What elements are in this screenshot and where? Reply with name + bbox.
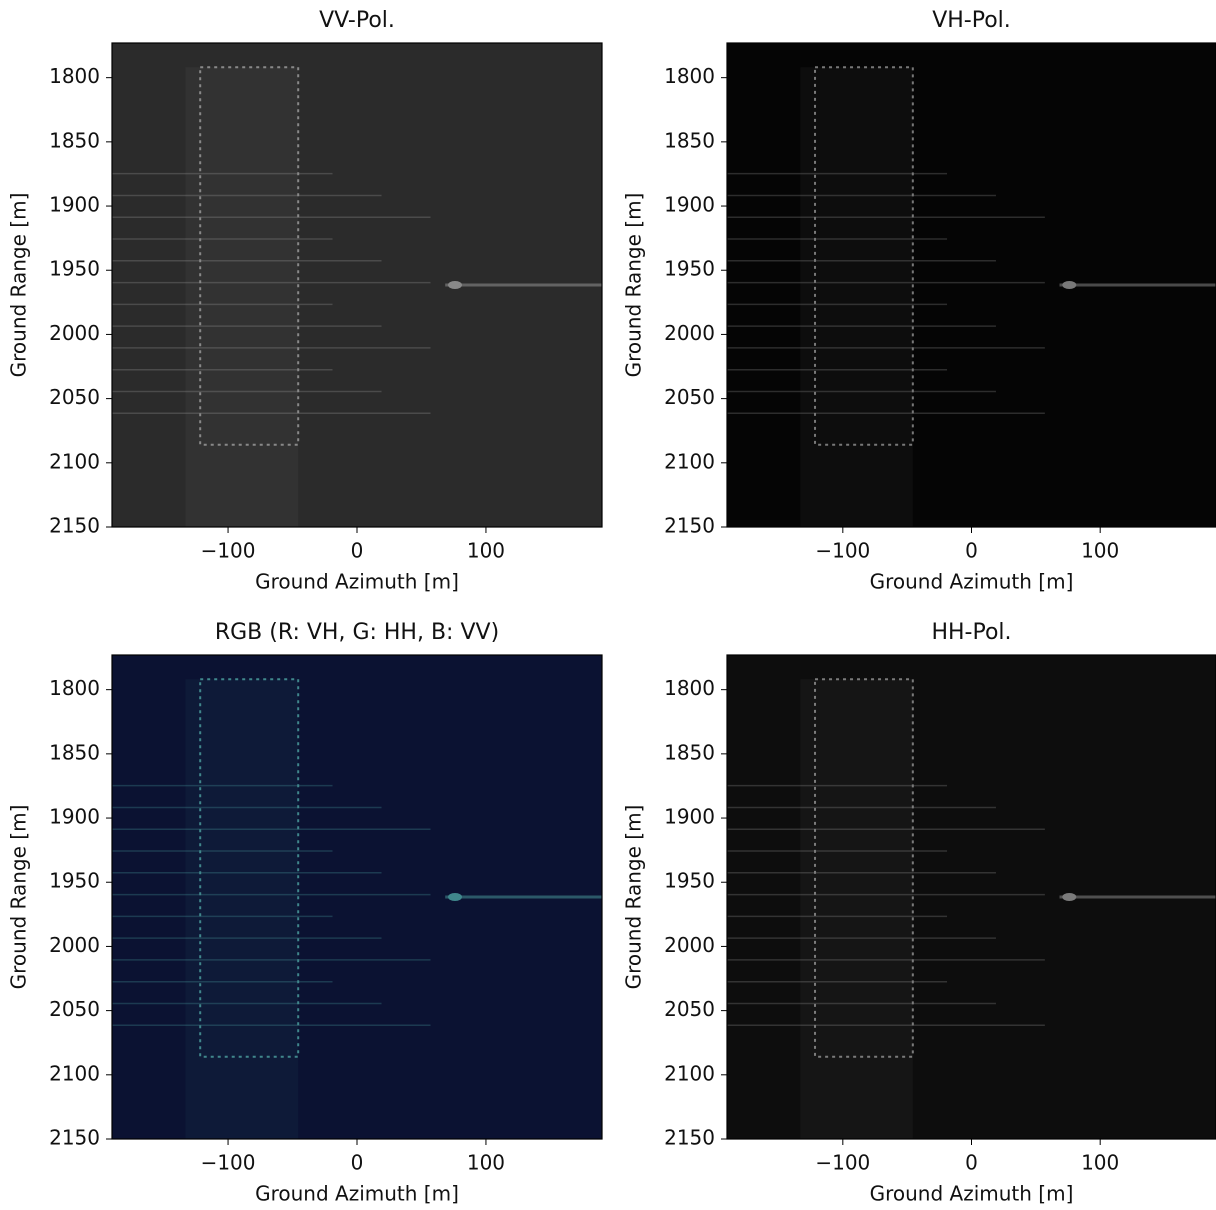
building-outline [199,678,300,1058]
building-shadow [185,67,299,527]
y-tick-label: 1900 [49,193,100,217]
x-tick-label: −100 [201,539,256,563]
y-tick-label: 1950 [49,257,100,281]
building-shadow [800,67,913,527]
y-tick-label: 1800 [664,676,715,700]
y-tick-label: 2000 [49,933,100,957]
y-tick-label: 2100 [664,449,715,473]
building-outline [199,66,300,446]
y-tick-label: 2000 [664,321,715,345]
y-tick-label: 2100 [664,1061,715,1085]
y-tick-label: 1850 [49,740,100,764]
image-area [112,655,602,1139]
y-axis-label: Ground Range [m] [622,805,646,990]
target [1062,281,1077,289]
image-area [727,43,1216,527]
target [448,281,462,289]
x-tick-label: 100 [1081,539,1119,563]
y-tick-label: 1800 [49,64,100,88]
y-tick-label: 1950 [664,257,715,281]
y-tick-label: 1850 [664,128,715,152]
y-tick-label: 2050 [664,997,715,1021]
y-axis-label: Ground Range [m] [7,805,31,990]
scene [727,678,1216,1139]
x-axis-label: Ground Azimuth [m] [870,1182,1074,1206]
y-tick-label: 2000 [664,933,715,957]
y-tick-label: 1900 [664,805,715,829]
y-tick-label: 2050 [664,385,715,409]
x-tick-label: 0 [351,1151,364,1175]
x-tick-label: −100 [201,1151,256,1175]
x-tick-label: −100 [815,539,870,563]
y-tick-label: 2150 [664,1126,715,1150]
y-tick-label: 2000 [49,321,100,345]
scene [112,66,602,527]
y-tick-label: 1850 [664,740,715,764]
target [1062,893,1077,901]
target [448,893,462,901]
panel-title: VV-Pol. [319,8,395,33]
panel-title: HH-Pol. [931,620,1011,645]
y-tick-label: 1900 [664,193,715,217]
y-tick-label: 1800 [664,64,715,88]
x-tick-label: −100 [815,1151,870,1175]
image-area [727,655,1216,1139]
y-tick-label: 2100 [49,1061,100,1085]
building-shadow [800,679,913,1139]
x-axis-label: Ground Azimuth [m] [255,570,459,594]
panel-title: VH-Pol. [932,8,1011,33]
y-tick-label: 1800 [49,676,100,700]
x-tick-label: 0 [965,539,978,563]
x-tick-label: 100 [467,539,505,563]
y-tick-label: 2050 [49,385,100,409]
x-axis-label: Ground Azimuth [m] [255,1182,459,1206]
y-tick-label: 1850 [49,128,100,152]
x-tick-label: 0 [351,539,364,563]
y-tick-label: 2150 [49,1126,100,1150]
y-axis-label: Ground Range [m] [622,193,646,378]
scene [112,678,602,1139]
y-tick-label: 1950 [49,869,100,893]
y-tick-label: 2150 [664,514,715,538]
y-tick-label: 1950 [664,869,715,893]
x-tick-label: 100 [1081,1151,1119,1175]
scene [727,66,1216,527]
x-tick-label: 100 [467,1151,505,1175]
y-tick-label: 2150 [49,514,100,538]
y-tick-label: 2050 [49,997,100,1021]
x-axis-label: Ground Azimuth [m] [870,570,1074,594]
panel-title: RGB (R: VH, G: HH, B: VV) [215,620,499,645]
building-shadow [185,679,299,1139]
y-tick-label: 2100 [49,449,100,473]
y-tick-label: 1900 [49,805,100,829]
y-axis-label: Ground Range [m] [7,193,31,378]
x-tick-label: 0 [965,1151,978,1175]
image-area [112,43,602,527]
